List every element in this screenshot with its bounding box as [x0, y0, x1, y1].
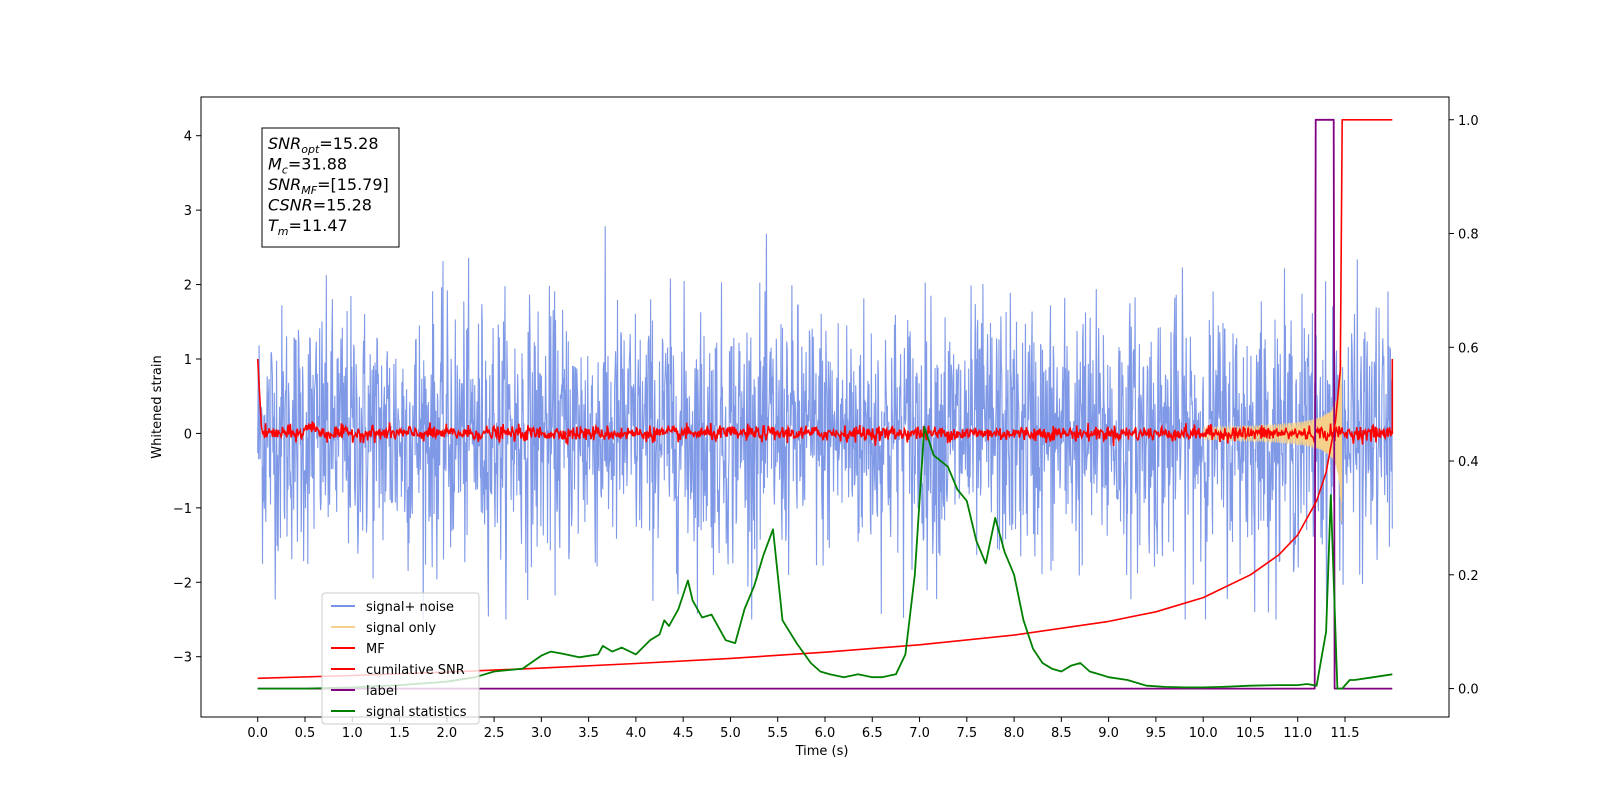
- annotation-line: SNRMF=[15.79]: [268, 175, 389, 197]
- x-tick-label: 3.5: [578, 726, 599, 741]
- annotation-value: =11.47: [289, 216, 348, 235]
- y-right-tick-label: 0.8: [1458, 228, 1479, 243]
- x-axis: 0.0 0.5 1.0 1.5 2.0 2.5 3.0 3.5 4.0 4.5 5.0 5.5 6.0 6…: [247, 717, 1359, 741]
- y-right-tick-label: 0.4: [1458, 455, 1479, 470]
- annotation-subscript: opt: [301, 143, 320, 156]
- x-tick-label: 0.5: [295, 726, 316, 741]
- annotation-line: SNRopt=15.28: [268, 134, 379, 156]
- legend-frame: [321, 592, 480, 725]
- x-tick-label: 9.0: [1098, 726, 1119, 741]
- y-left-tick-label: −3: [173, 651, 192, 666]
- x-tick-label: 7.0: [909, 726, 930, 741]
- annotation-symbol: M: [268, 155, 282, 174]
- series-label: [257, 118, 1393, 690]
- annotation-symbol: SNR: [268, 134, 301, 153]
- annotation-value: =15.28: [319, 134, 378, 153]
- annotation-line: CSNR=15.28: [268, 196, 372, 215]
- annotation-line: Mc=31.88: [268, 155, 347, 177]
- annotation-symbol: T: [268, 216, 279, 235]
- annotation-subscript: MF: [301, 184, 317, 197]
- x-tick-label: 2.5: [484, 726, 505, 741]
- x-tick-label: 8.0: [1004, 726, 1025, 741]
- x-tick-label: 3.0: [531, 726, 552, 741]
- legend: signal+ noise signal only MF cumilative SNR…: [321, 592, 480, 725]
- legend-item-label: signal only: [366, 621, 436, 636]
- annotation-value: =15.28: [313, 196, 372, 215]
- y-right-tick-label: 0.2: [1458, 569, 1479, 584]
- legend-item-label: signal statistics: [366, 705, 467, 720]
- x-tick-label: 4.0: [626, 726, 647, 741]
- x-tick-label: 10.5: [1236, 726, 1265, 741]
- x-tick-label: 8.5: [1051, 726, 1072, 741]
- y-right-tick-label: 1.0: [1458, 114, 1479, 129]
- annotation-subscript: c: [282, 164, 288, 177]
- x-tick-label: 2.0: [436, 726, 457, 741]
- series-signal-statistics: [257, 426, 1393, 690]
- series-layer: [256, 118, 1394, 690]
- annotation-line: Tm=11.47: [268, 216, 348, 238]
- y-left-tick-label: 2: [184, 279, 192, 294]
- x-tick-label: 1.5: [389, 726, 410, 741]
- annotation-subscript: m: [278, 225, 289, 238]
- y-right-tick-label: 0.0: [1458, 683, 1479, 698]
- y-left-tick-label: 3: [184, 204, 192, 219]
- annotation-value: =31.88: [288, 155, 347, 174]
- x-tick-label: 4.5: [673, 726, 694, 741]
- series-mf: [256, 358, 1394, 447]
- y-axis-left: 4 3 2 1 0 −1 −2 −3: [173, 130, 201, 666]
- x-tick-label: 9.5: [1146, 726, 1167, 741]
- series-cumilative-snr: [257, 119, 1393, 680]
- legend-item-label: cumilative SNR: [366, 663, 465, 678]
- y-left-tick-label: 0: [184, 427, 192, 442]
- annotation-value: =[15.79]: [317, 175, 389, 194]
- x-tick-label: 6.0: [815, 726, 836, 741]
- x-axis-label: Time (s): [795, 744, 849, 759]
- x-tick-label: 11.5: [1331, 726, 1360, 741]
- legend-item-label: MF: [366, 642, 385, 657]
- x-tick-label: 11.0: [1283, 726, 1312, 741]
- legend-item-label: label: [366, 684, 397, 699]
- x-tick-label: 0.0: [247, 726, 268, 741]
- series-signal-noise: [257, 226, 1393, 620]
- y-axis-right: 1.0 0.8 0.6 0.4 0.2 0.0: [1449, 114, 1479, 698]
- x-tick-label: 10.0: [1189, 726, 1218, 741]
- x-tick-label: 5.0: [720, 726, 741, 741]
- annotation-box: SNRopt=15.28Mc=31.88SNRMF=[15.79]CSNR=15…: [261, 127, 400, 248]
- y-axis-label: Whitened strain: [150, 355, 165, 458]
- annotation-symbol: SNR: [268, 175, 301, 194]
- x-tick-label: 1.0: [342, 726, 363, 741]
- x-tick-label: 7.5: [956, 726, 977, 741]
- y-left-tick-label: 1: [184, 353, 192, 368]
- y-right-tick-label: 0.6: [1458, 341, 1479, 356]
- legend-item-label: signal+ noise: [366, 600, 454, 615]
- annotation-frame: [261, 127, 400, 248]
- x-tick-label: 6.5: [862, 726, 883, 741]
- series-signal-only: [1202, 359, 1343, 522]
- y-left-tick-label: −1: [173, 502, 192, 517]
- y-left-tick-label: −2: [173, 576, 192, 591]
- annotation-symbol: CSNR: [268, 196, 313, 215]
- y-left-tick-label: 4: [184, 130, 192, 145]
- x-tick-label: 5.5: [767, 726, 788, 741]
